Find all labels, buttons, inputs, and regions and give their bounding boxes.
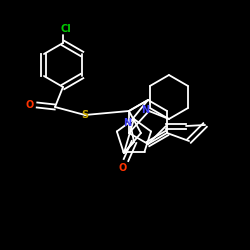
Text: S: S	[82, 110, 88, 120]
Text: O: O	[119, 163, 127, 173]
Text: O: O	[26, 100, 34, 110]
Text: Cl: Cl	[60, 24, 72, 34]
Text: N: N	[123, 118, 131, 128]
Text: N: N	[141, 105, 149, 115]
